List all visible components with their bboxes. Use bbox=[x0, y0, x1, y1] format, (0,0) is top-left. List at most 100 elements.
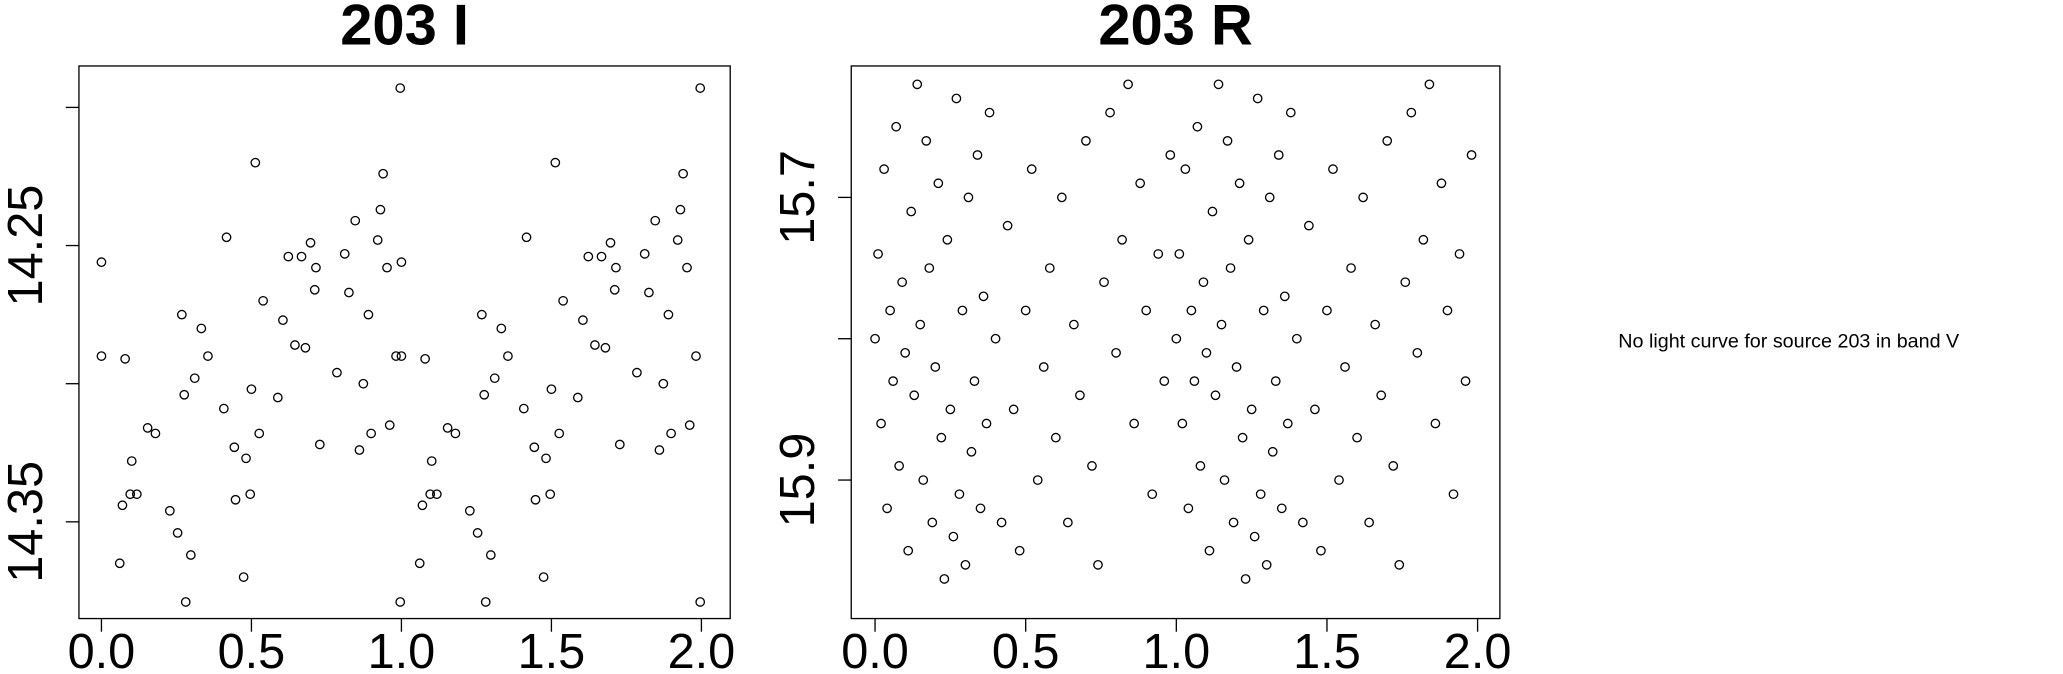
point bbox=[1099, 277, 1109, 288]
point bbox=[1252, 93, 1263, 104]
point bbox=[1159, 376, 1170, 386]
point bbox=[272, 392, 283, 403]
point bbox=[420, 353, 430, 364]
point bbox=[596, 251, 607, 262]
point bbox=[1282, 418, 1293, 429]
point bbox=[164, 505, 175, 516]
point bbox=[1346, 263, 1356, 273]
point bbox=[879, 164, 889, 175]
point bbox=[1135, 178, 1146, 189]
point bbox=[882, 503, 892, 514]
point bbox=[1352, 432, 1362, 443]
point bbox=[1093, 559, 1103, 570]
point bbox=[396, 351, 407, 361]
point bbox=[639, 248, 650, 259]
point bbox=[395, 597, 406, 607]
point bbox=[1026, 164, 1037, 175]
point bbox=[996, 517, 1007, 528]
point bbox=[1304, 220, 1314, 231]
point bbox=[396, 257, 407, 268]
point bbox=[489, 373, 500, 384]
point bbox=[414, 558, 425, 569]
point bbox=[189, 373, 200, 384]
point bbox=[695, 597, 706, 607]
point bbox=[117, 500, 128, 511]
x-tick-label: 1.0 bbox=[368, 625, 436, 674]
point bbox=[930, 362, 941, 372]
point bbox=[960, 559, 971, 570]
point bbox=[1249, 531, 1260, 542]
point bbox=[1020, 305, 1031, 316]
point bbox=[658, 378, 669, 389]
point bbox=[903, 545, 914, 556]
point bbox=[1240, 574, 1251, 584]
point bbox=[203, 351, 213, 361]
point bbox=[666, 428, 676, 439]
point bbox=[583, 251, 594, 262]
point bbox=[1062, 517, 1073, 528]
point bbox=[632, 367, 642, 378]
chart-title: 203 I bbox=[340, 0, 469, 57]
point bbox=[1316, 545, 1326, 556]
point bbox=[969, 376, 980, 386]
point bbox=[221, 232, 232, 243]
point bbox=[1174, 249, 1185, 259]
point bbox=[1056, 192, 1067, 203]
point bbox=[1382, 136, 1393, 146]
point bbox=[1225, 263, 1236, 273]
point bbox=[1044, 263, 1055, 273]
point bbox=[894, 461, 905, 471]
point bbox=[1192, 121, 1203, 132]
point bbox=[479, 389, 490, 400]
point bbox=[933, 178, 944, 189]
point bbox=[945, 404, 956, 415]
point bbox=[578, 315, 588, 326]
point bbox=[538, 572, 549, 582]
point bbox=[1424, 79, 1435, 90]
point bbox=[554, 428, 565, 439]
point bbox=[1183, 503, 1194, 514]
point bbox=[1129, 418, 1140, 429]
point bbox=[672, 235, 683, 245]
point bbox=[644, 287, 654, 298]
point bbox=[1141, 305, 1152, 316]
point bbox=[395, 83, 406, 93]
point bbox=[176, 309, 187, 320]
point bbox=[891, 121, 902, 132]
point bbox=[1198, 277, 1209, 288]
point bbox=[96, 351, 107, 361]
point bbox=[120, 353, 131, 364]
point bbox=[663, 309, 674, 320]
point bbox=[1376, 390, 1387, 401]
point bbox=[609, 284, 620, 295]
point bbox=[684, 420, 695, 431]
point bbox=[1258, 305, 1269, 316]
point bbox=[246, 384, 257, 395]
point bbox=[354, 445, 365, 455]
point bbox=[1180, 164, 1191, 175]
point bbox=[1460, 376, 1471, 386]
point bbox=[654, 445, 665, 455]
y-tick-label: 14.25 bbox=[0, 185, 53, 307]
point bbox=[1014, 545, 1025, 556]
point bbox=[1210, 390, 1221, 401]
point bbox=[1454, 249, 1465, 259]
point bbox=[1087, 461, 1097, 471]
point bbox=[975, 503, 986, 514]
point bbox=[1273, 150, 1284, 160]
no-data-message: No light curve for source 203 in band V bbox=[1618, 330, 1960, 352]
point bbox=[300, 342, 311, 353]
point bbox=[450, 428, 461, 439]
point bbox=[1213, 79, 1224, 90]
point bbox=[885, 305, 895, 316]
point bbox=[254, 428, 265, 439]
point bbox=[529, 442, 540, 453]
point bbox=[927, 517, 938, 528]
point bbox=[1448, 489, 1459, 500]
point bbox=[888, 376, 898, 386]
point bbox=[230, 494, 241, 505]
point bbox=[1038, 362, 1049, 372]
point bbox=[258, 295, 268, 306]
point bbox=[1270, 376, 1281, 386]
point bbox=[1328, 164, 1338, 175]
